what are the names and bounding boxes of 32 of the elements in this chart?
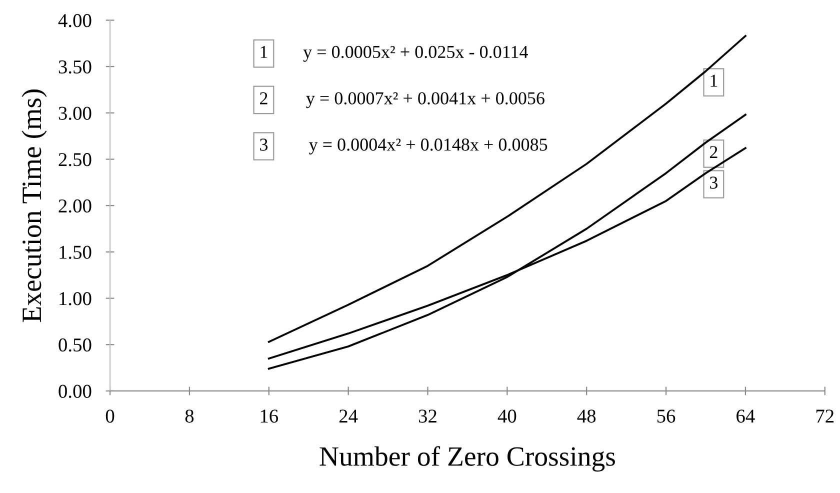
x-tick-label: 64: [736, 410, 755, 423]
annotation: y = 0.0005x² + 0.025x - 0.0114: [303, 46, 528, 62]
annotation: y = 0.0007x² + 0.0041x + 0.0056: [306, 92, 544, 108]
y-tick-label: 2.50: [58, 153, 92, 166]
x-tick-label: 72: [816, 410, 834, 422]
x-tick-label: 56: [657, 410, 676, 423]
y-tick-label: 0.50: [58, 338, 92, 352]
text: 2: [260, 92, 268, 104]
x-tick-label: 24: [339, 410, 358, 422]
x-tick-label: 40: [498, 410, 516, 423]
y-tick-label: 2.00: [58, 199, 92, 213]
text: 3: [260, 138, 268, 151]
y-tick-label: 3.50: [58, 60, 92, 74]
series-label: 1: [710, 74, 718, 87]
line-series: [268, 34, 746, 343]
y-axis-title: Execution Time (ms): [22, 90, 47, 322]
x-tick-label: 16: [260, 410, 278, 423]
x-tick-label: 48: [577, 410, 596, 423]
line-series: [268, 114, 746, 370]
y-tick-label: 1.00: [60, 292, 92, 306]
series-label: 2: [710, 146, 718, 158]
series-label: 3: [710, 176, 718, 189]
x-tick-label: 0: [106, 410, 114, 423]
y-tick-label: 0.00: [58, 384, 92, 398]
x-tick-label: 8: [185, 410, 194, 423]
y-tick-label: 4.00: [58, 14, 92, 28]
text: 1: [260, 46, 268, 58]
annotation: y = 0.0004x² + 0.0148x + 0.0085: [308, 138, 548, 154]
y-tick-label: 1.50: [60, 246, 92, 259]
x-axis-title: Number of Zero Crossings: [320, 446, 615, 472]
x-tick-label: 32: [418, 410, 436, 423]
y-tick-label: 3.00: [58, 106, 92, 120]
